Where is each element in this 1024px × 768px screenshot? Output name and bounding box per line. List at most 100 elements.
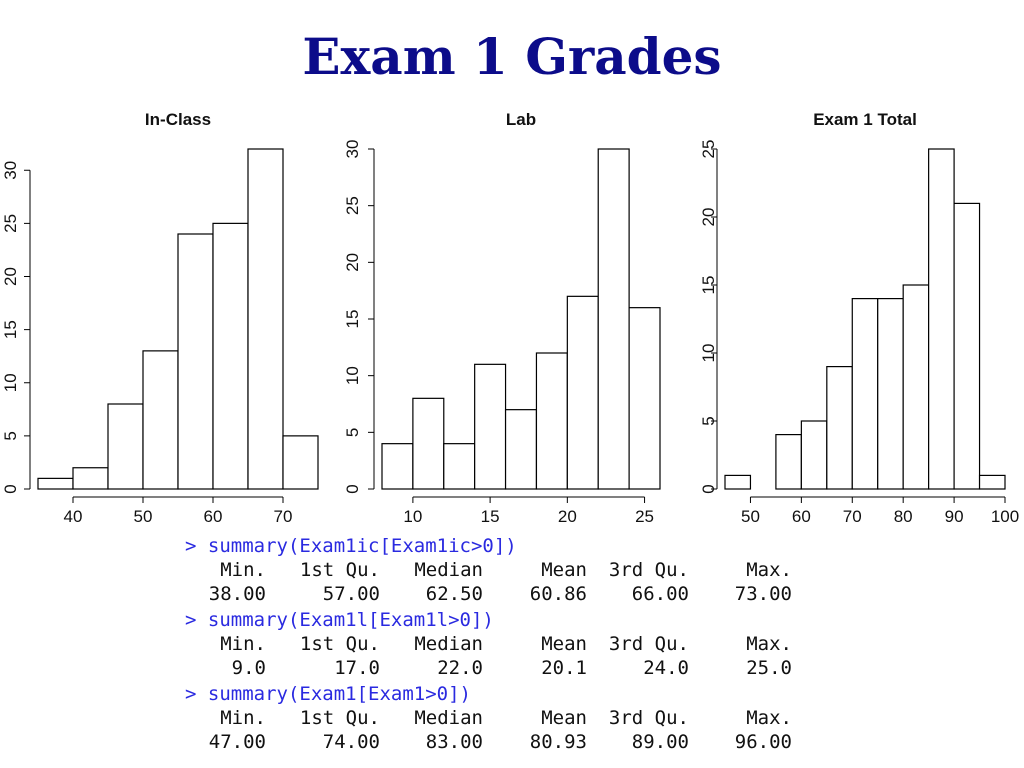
- summary-header: 1st Qu.: [300, 707, 380, 729]
- panel-title: Exam 1 Total: [813, 110, 917, 129]
- y-tick-label: 15: [343, 310, 362, 329]
- bar: [628, 307, 661, 490]
- bar: [724, 474, 752, 490]
- bar: [142, 350, 179, 490]
- console-command: > summary(Exam1[Exam1>0]): [185, 683, 471, 705]
- x-tick-label: 60: [204, 507, 223, 526]
- x-tick-label: 90: [945, 507, 964, 526]
- x-tick-label: 15: [481, 507, 500, 526]
- summary-header: 1st Qu.: [300, 559, 380, 581]
- summary-header: Max.: [746, 559, 792, 581]
- bar: [412, 397, 445, 490]
- summary-header: 1st Qu.: [300, 633, 380, 655]
- summary-value: 57.00: [323, 583, 380, 605]
- bar: [107, 403, 144, 490]
- summary-header: Mean: [541, 559, 587, 581]
- summary-value: 47.00: [209, 731, 266, 753]
- summary-header: Max.: [746, 707, 792, 729]
- bar: [800, 420, 828, 490]
- x-tick-label: 40: [64, 507, 83, 526]
- summary-header: Median: [414, 633, 483, 655]
- y-tick-label: 5: [699, 416, 718, 425]
- y-tick-label: 30: [1, 161, 20, 180]
- summary-value: 73.00: [735, 583, 792, 605]
- y-tick-label: 0: [343, 484, 362, 493]
- summary-value: 83.00: [426, 731, 483, 753]
- summary-header: 3rd Qu.: [609, 559, 689, 581]
- console-command: > summary(Exam1ic[Exam1ic>0]): [185, 535, 517, 557]
- summary-header: Min.: [220, 559, 266, 581]
- console-command: > summary(Exam1l[Exam1l>0]): [185, 609, 494, 631]
- summary-header: Median: [414, 707, 483, 729]
- x-tick-label: 25: [635, 507, 654, 526]
- y-tick-label: 0: [1, 484, 20, 493]
- y-tick-label: 15: [1, 320, 20, 339]
- summary-value: 20.1: [541, 657, 587, 679]
- summary-header: Max.: [746, 633, 792, 655]
- summary-value: 96.00: [735, 731, 792, 753]
- summary-value: 22.0: [437, 657, 483, 679]
- bar: [474, 363, 507, 490]
- bar: [177, 233, 214, 490]
- summary-value: 80.93: [530, 731, 587, 753]
- bar: [566, 295, 599, 490]
- bar: [877, 298, 904, 490]
- y-tick-label: 30: [343, 140, 362, 159]
- bar: [37, 477, 74, 490]
- summary-value: 62.50: [426, 583, 483, 605]
- summary-header: 3rd Qu.: [609, 633, 689, 655]
- x-tick-label: 20: [558, 507, 577, 526]
- summary-value: 60.86: [530, 583, 587, 605]
- x-tick-label: 100: [991, 507, 1019, 526]
- bar: [928, 148, 955, 490]
- summary-value: 38.00: [209, 583, 266, 605]
- bar: [443, 443, 476, 490]
- y-tick-label: 10: [699, 344, 718, 363]
- summary-value: 9.0: [232, 657, 266, 679]
- bar: [212, 222, 249, 490]
- summary-value: 66.00: [632, 583, 689, 605]
- x-tick-label: 10: [403, 507, 422, 526]
- y-tick-label: 15: [699, 276, 718, 295]
- summary-header: Mean: [541, 707, 587, 729]
- x-tick-label: 60: [792, 507, 811, 526]
- summary-value: 74.00: [323, 731, 380, 753]
- summary-header: Median: [414, 559, 483, 581]
- summary-value: 24.0: [643, 657, 689, 679]
- bar: [504, 409, 538, 490]
- y-tick-label: 25: [343, 196, 362, 215]
- bar: [381, 443, 414, 490]
- y-tick-label: 25: [1, 214, 20, 233]
- bar: [953, 202, 981, 490]
- bar: [902, 284, 930, 490]
- panel-title: In-Class: [145, 110, 211, 129]
- summary-value: 17.0: [334, 657, 380, 679]
- summary-header: Min.: [220, 707, 266, 729]
- y-tick-label: 20: [1, 267, 20, 286]
- y-tick-label: 5: [343, 428, 362, 437]
- y-tick-label: 10: [1, 373, 20, 392]
- slide-title: Exam 1 Grades: [302, 27, 721, 86]
- bar: [282, 435, 319, 490]
- bar: [978, 474, 1006, 490]
- bar: [72, 467, 109, 490]
- y-tick-label: 5: [1, 431, 20, 440]
- y-tick-label: 20: [699, 208, 718, 227]
- bar: [535, 352, 568, 490]
- x-tick-label: 50: [134, 507, 153, 526]
- y-tick-label: 25: [699, 140, 718, 159]
- summary-value: 89.00: [632, 731, 689, 753]
- y-tick-label: 20: [343, 253, 362, 272]
- summary-header: 3rd Qu.: [609, 707, 689, 729]
- y-tick-label: 10: [343, 366, 362, 385]
- bar: [851, 298, 879, 490]
- x-tick-label: 70: [274, 507, 293, 526]
- summary-header: Min.: [220, 633, 266, 655]
- bar: [597, 148, 630, 490]
- summary-value: 25.0: [746, 657, 792, 679]
- bar: [775, 434, 802, 490]
- bar: [247, 148, 284, 490]
- y-tick-label: 0: [699, 484, 718, 493]
- x-tick-label: 80: [894, 507, 913, 526]
